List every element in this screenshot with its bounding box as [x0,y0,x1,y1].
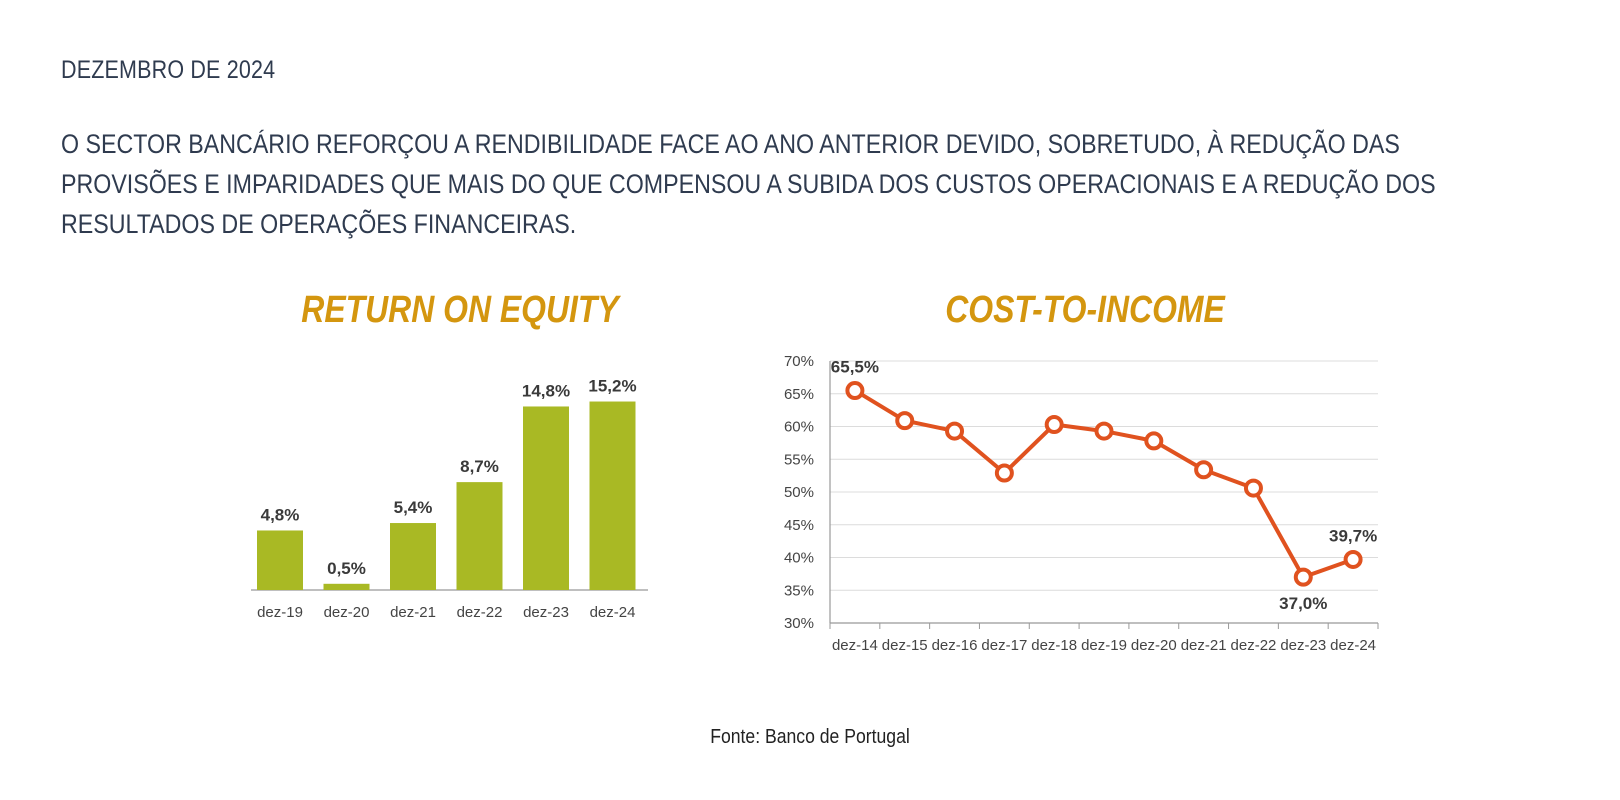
cti-x-tick-label: dez-19 [1081,637,1127,654]
cti-point [1044,415,1064,435]
cti-point [1194,460,1214,480]
cti-y-tick-label: 30% [784,615,814,632]
cti-x-tick-label: dez-24 [1330,637,1376,654]
cti-x-tick-label: dez-18 [1031,637,1077,654]
roe-x-tick-label: dez-20 [324,604,370,621]
roe-bar [456,482,503,590]
roe-data-label: 5,4% [394,498,433,517]
report-date: DEZEMBRO DE 2024 [61,56,276,84]
roe-chart-title: RETURN ON EQUITY [301,289,619,331]
roe-data-label: 14,8% [522,381,570,400]
cti-series-line [853,388,1354,580]
roe-data-label: 15,2% [588,377,636,396]
roe-data-label: 4,8% [261,505,300,524]
cti-data-label: 37,0% [1279,594,1327,613]
cti-data-label: 65,5% [831,357,879,376]
cti-y-tick-label: 70% [784,353,814,370]
headline-line: RESULTADOS DE OPERAÇÕES FINANCEIRAS. [61,209,577,239]
cti-x-tick-label: dez-20 [1131,637,1177,654]
cti-x-tick-label: dez-23 [1280,637,1326,654]
cti-x-tick-label: dez-16 [932,637,978,654]
cti-point [1343,549,1363,569]
source-note: Fonte: Banco de Portugal [710,726,910,748]
headline: O SECTOR BANCÁRIO REFORÇOU A RENDIBILIDA… [61,124,1436,244]
roe-bar [257,530,303,590]
cti-point [945,421,965,441]
roe-bar [323,583,370,590]
roe-data-label: 0,5% [327,559,366,578]
cti-y-tick-label: 55% [784,451,814,468]
cti-point [845,380,865,400]
roe-data-label: 8,7% [460,457,499,476]
cti-data-label: 39,7% [1329,526,1377,545]
roe-x-tick-label: dez-24 [590,604,636,621]
roe-x-tick-label: dez-23 [523,604,569,621]
cti-point [1293,567,1313,587]
cti-x-tick-label: dez-15 [882,637,928,654]
roe-bar [589,401,636,590]
cti-point [895,411,915,431]
cti-y-tick-label: 50% [784,484,814,501]
cti-y-tick-label: 40% [784,550,814,567]
cti-point [1144,431,1164,451]
cti-y-tick-label: 60% [784,419,814,436]
cti-x-tick-label: dez-14 [832,637,878,654]
cti-chart-title: COST-TO-INCOME [945,289,1225,331]
cti-y-tick-label: 35% [784,582,814,599]
cti-x-tick-label: dez-21 [1181,637,1227,654]
cti-y-tick-label: 65% [784,386,814,403]
roe-x-tick-label: dez-19 [257,604,303,621]
cti-x-tick-label: dez-22 [1231,637,1277,654]
roe-bar [523,406,569,590]
cti-point [1094,421,1114,441]
roe-bar [390,523,436,590]
cti-x-tick-label: dez-17 [981,637,1027,654]
roe-x-tick-label: dez-22 [457,604,503,621]
cti-point [994,463,1014,483]
cti-point [1243,478,1263,498]
roe-x-tick-label: dez-21 [390,604,436,621]
headline-line: O SECTOR BANCÁRIO REFORÇOU A RENDIBILIDA… [61,129,1400,159]
headline-line: PROVISÕES E IMPARIDADES QUE MAIS DO QUE … [61,169,1436,199]
cti-y-tick-label: 45% [784,517,814,534]
